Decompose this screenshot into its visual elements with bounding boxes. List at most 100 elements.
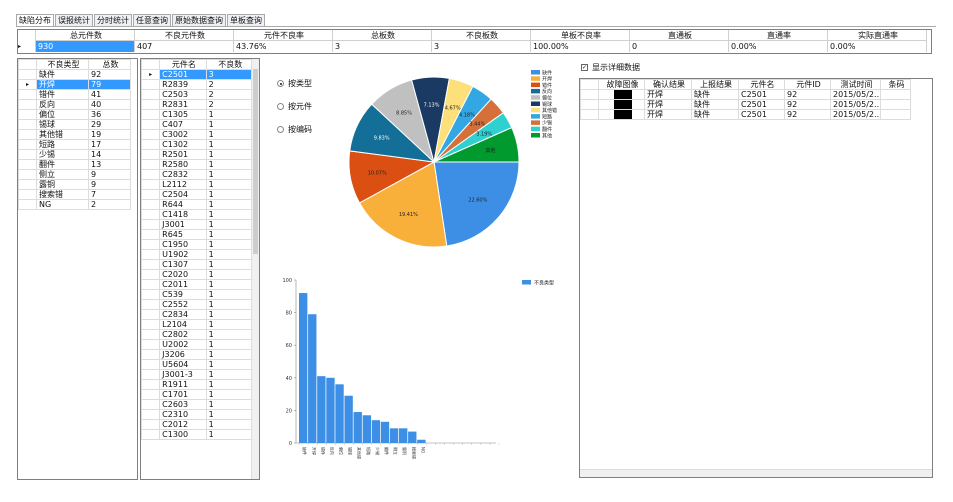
table-cell[interactable]: J3001 [159,219,207,230]
table-cell[interactable]: 1 [205,229,254,240]
row-header[interactable] [141,79,161,90]
radio-option[interactable]: 按元件 [277,101,312,112]
table-row[interactable]: U5604 1 [141,359,254,370]
row-header[interactable] [580,89,599,100]
table-row[interactable]: C2834 1 [141,309,254,320]
table-cell[interactable]: 1 [205,409,254,420]
table-row[interactable]: C1300 1 [141,429,254,440]
table-cell[interactable]: C2501 [738,109,785,120]
table-cell[interactable]: C2310 [159,409,207,420]
radio-option[interactable]: 按编码 [277,124,312,135]
column-header[interactable]: 元件ID [784,79,831,90]
table-row[interactable]: R645 1 [141,229,254,240]
table-row[interactable]: 锡球 29 [18,119,131,130]
table-cell[interactable]: C2832 [159,169,207,180]
table-cell[interactable]: 92 [784,89,831,100]
table-cell[interactable]: 1 [205,169,254,180]
table-row[interactable]: C2504 1 [141,189,254,200]
row-header[interactable] [141,169,161,180]
table-row[interactable]: L2112 1 [141,179,254,190]
row-header[interactable] [141,409,161,420]
table-cell[interactable]: 1 [205,189,254,200]
row-header[interactable] [141,349,161,360]
component-table[interactable]: 元件名 不良数 ▸ C2501 3 R2839 2 C2503 2 R2831 2 C1305 1 C40… [141,59,254,440]
defect-type-table[interactable]: 不良类型 总数 缺件 92 ▸ 开焊 79 错件 41 反向 40 偏位 36 锡球 29 其他错 19 短路 17… [18,59,131,210]
table-row[interactable]: 搜索错 7 [18,189,131,200]
table-cell[interactable]: C2603 [159,399,207,410]
summary-col-header[interactable]: 直通率 [729,30,828,41]
table-cell[interactable]: 搜索错 [36,189,89,200]
table-cell[interactable]: R1911 [159,379,207,390]
table-cell[interactable]: 29 [88,119,131,130]
summary-col-header[interactable]: 总板数 [333,30,432,41]
table-cell[interactable]: 1 [205,159,254,170]
table-row[interactable]: R1911 1 [141,379,254,390]
table-cell[interactable]: C2011 [159,279,207,290]
row-header[interactable] [18,149,37,160]
table-row[interactable]: 开焊 缺件 C2501 92 2015/05/2... [580,99,911,110]
row-header[interactable] [141,399,161,410]
table-row[interactable]: C1307 1 [141,259,254,270]
table-cell[interactable]: 短路 [36,139,89,150]
radio-option[interactable]: 按类型 [277,78,312,89]
summary-cell[interactable]: 0.00% [828,41,927,52]
table-cell[interactable]: 2 [205,79,254,90]
tab-4[interactable]: 原始数据查询 [172,14,226,26]
tab-0[interactable]: 缺陷分布 [16,14,54,27]
table-row[interactable]: 错件 41 [18,89,131,100]
column-header[interactable]: 条码 [880,79,911,90]
table-row[interactable]: C2832 1 [141,169,254,180]
table-row[interactable]: C2802 1 [141,329,254,340]
table-cell[interactable]: L2112 [159,179,207,190]
summary-data-row[interactable]: ▸ 930 407 43.76% 3 3 100.00% 0 0.00% 0.00% [18,41,931,52]
table-row[interactable]: J3001 1 [141,219,254,230]
table-cell[interactable]: R645 [159,229,207,240]
table-row[interactable]: C2011 1 [141,279,254,290]
table-cell[interactable]: 2015/05/2... [830,89,881,100]
fault-image-cell[interactable] [598,89,645,100]
table-cell[interactable]: C1418 [159,209,207,220]
table-cell[interactable]: 1 [205,429,254,440]
table-cell[interactable]: 开焊 [644,99,692,110]
table-row[interactable]: ▸ 开焊 79 [18,79,131,90]
fault-image[interactable] [613,90,632,99]
row-header[interactable] [141,99,161,110]
radio-icon[interactable] [277,103,284,110]
summary-cell[interactable]: 3 [333,41,432,52]
table-row[interactable]: ▸ C2501 3 [141,69,254,80]
table-cell[interactable]: 1 [205,359,254,370]
show-detail-checkbox[interactable]: ✓ 显示详细数据 [581,62,640,73]
table-cell[interactable]: C1701 [159,389,207,400]
table-row[interactable]: R2580 1 [141,159,254,170]
table-cell[interactable]: R2831 [159,99,207,110]
tab-5[interactable]: 单板查询 [227,14,265,26]
table-row[interactable]: C539 1 [141,289,254,300]
row-header[interactable] [18,179,37,190]
table-cell[interactable]: C2552 [159,299,207,310]
detail-table[interactable]: 故障图像 确认结果 上报结果 元件名 元件ID 测试时间 条码 开焊 缺件 C2501 92 2015… [580,79,911,120]
table-row[interactable]: 其他错 19 [18,129,131,140]
table-cell[interactable]: 反向 [36,99,89,110]
summary-col-header[interactable]: 实际直通率 [828,30,927,41]
column-header[interactable]: 不良数 [205,59,254,70]
table-cell[interactable]: 2015/05/2... [830,109,881,120]
table-row[interactable]: C1302 1 [141,139,254,150]
table-row[interactable]: C3002 1 [141,129,254,140]
table-row[interactable]: NG 2 [18,199,131,210]
row-header[interactable] [18,89,37,100]
row-header[interactable] [141,159,161,170]
table-cell[interactable]: 1 [205,179,254,190]
table-cell[interactable]: C1305 [159,109,207,120]
summary-col-header[interactable]: 不良板数 [432,30,531,41]
row-header[interactable] [18,99,37,110]
row-header[interactable] [141,249,161,260]
table-cell[interactable]: 36 [88,109,131,120]
table-cell[interactable]: C3002 [159,129,207,140]
table-cell[interactable]: 92 [88,69,131,80]
table-cell[interactable] [880,99,911,110]
table-row[interactable]: L2104 1 [141,319,254,330]
table-row[interactable]: C407 1 [141,119,254,130]
row-header[interactable] [141,299,161,310]
row-header[interactable] [141,369,161,380]
table-cell[interactable]: 缺件 [691,109,739,120]
